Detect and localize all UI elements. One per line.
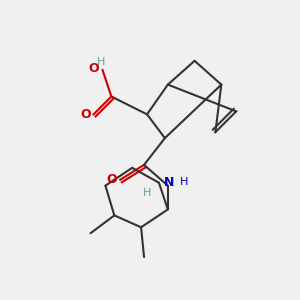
Text: H: H [143, 188, 151, 198]
Text: O: O [106, 173, 117, 186]
Text: O: O [80, 108, 91, 121]
Text: O: O [89, 62, 99, 75]
Text: H: H [180, 177, 188, 187]
Text: N: N [164, 176, 175, 189]
Text: H: H [97, 57, 105, 67]
